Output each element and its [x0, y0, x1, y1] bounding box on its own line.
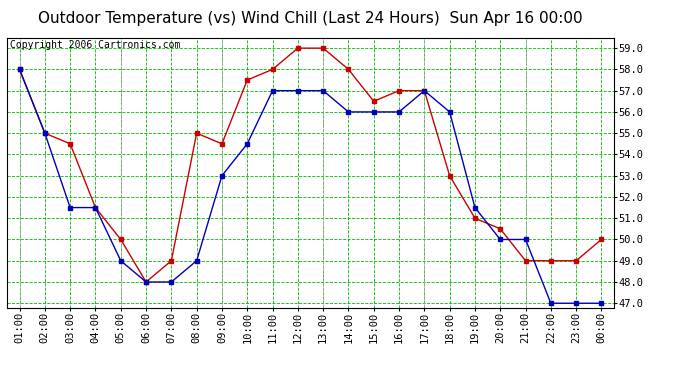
Text: Copyright 2006 Cartronics.com: Copyright 2006 Cartronics.com [10, 40, 180, 50]
Text: Outdoor Temperature (vs) Wind Chill (Last 24 Hours)  Sun Apr 16 00:00: Outdoor Temperature (vs) Wind Chill (Las… [38, 11, 583, 26]
